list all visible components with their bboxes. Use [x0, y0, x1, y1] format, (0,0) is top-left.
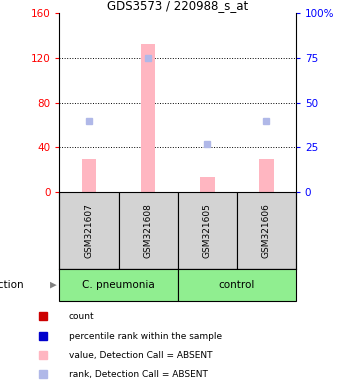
- Bar: [141, 43, 155, 192]
- Text: GSM321605: GSM321605: [203, 203, 212, 258]
- Text: control: control: [219, 280, 255, 290]
- Title: GDS3573 / 220988_s_at: GDS3573 / 220988_s_at: [107, 0, 248, 12]
- Text: value, Detection Call = ABSENT: value, Detection Call = ABSENT: [69, 351, 212, 359]
- Text: percentile rank within the sample: percentile rank within the sample: [69, 332, 222, 341]
- Bar: [177, 269, 296, 301]
- Bar: [259, 159, 274, 192]
- Bar: [119, 192, 177, 269]
- Text: rank, Detection Call = ABSENT: rank, Detection Call = ABSENT: [69, 369, 207, 379]
- Text: infection: infection: [0, 280, 24, 290]
- Bar: [177, 192, 237, 269]
- Text: GSM321608: GSM321608: [143, 203, 153, 258]
- Text: GSM321607: GSM321607: [85, 203, 94, 258]
- Bar: [200, 177, 215, 192]
- Bar: [82, 159, 97, 192]
- Text: GSM321606: GSM321606: [262, 203, 271, 258]
- Text: C. pneumonia: C. pneumonia: [82, 280, 155, 290]
- Bar: [237, 192, 296, 269]
- Bar: [59, 269, 177, 301]
- Text: count: count: [69, 312, 94, 321]
- Bar: [59, 192, 119, 269]
